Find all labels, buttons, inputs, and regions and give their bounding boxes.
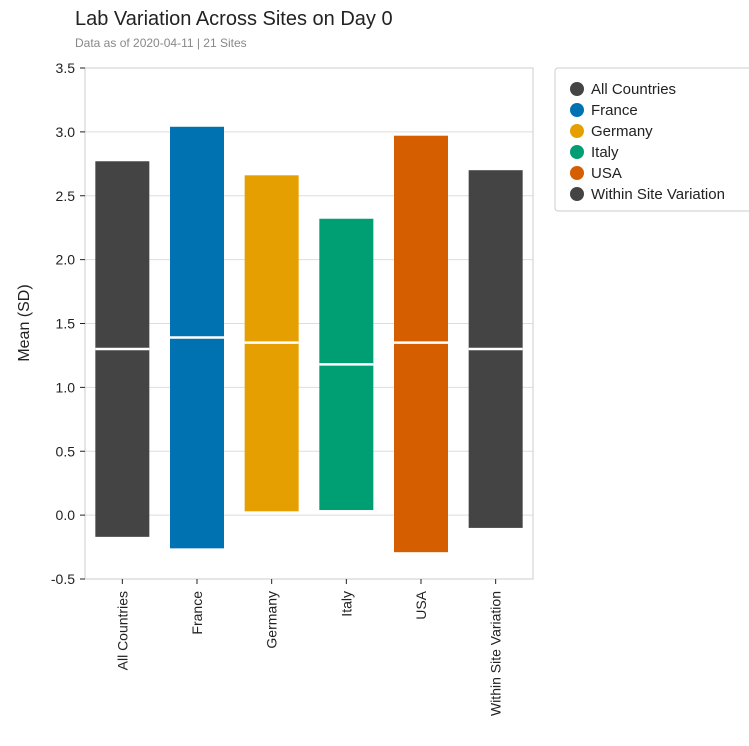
y-tick-label: 1.5 xyxy=(56,316,76,332)
legend-swatch xyxy=(570,187,584,201)
y-tick-label: 3.5 xyxy=(56,60,76,76)
grid-lines xyxy=(85,67,533,580)
legend-swatch xyxy=(570,124,584,138)
legend-label: Within Site Variation xyxy=(591,186,725,203)
y-tick-label: 1.0 xyxy=(56,379,76,395)
legend-swatch xyxy=(570,82,584,96)
y-tick-label: 0.5 xyxy=(56,443,76,459)
y-tick-label: 0.0 xyxy=(56,507,76,523)
legend-label: Germany xyxy=(591,123,653,140)
y-tick-label: 3.0 xyxy=(56,124,76,140)
x-tick-label: All Countries xyxy=(114,591,130,670)
x-tick-label: Italy xyxy=(338,591,354,617)
y-tick-label: 2.0 xyxy=(56,252,76,268)
x-tick-label: Within Site Variation xyxy=(488,591,504,716)
y-tick-label: 2.5 xyxy=(56,188,76,204)
x-axis-ticks: All Countries France Germany Italy USA Within… xyxy=(114,579,504,716)
legend-box xyxy=(554,67,749,212)
legend-label: All Countries xyxy=(591,81,676,98)
y-axis-ticks: -0.5 0.0 0.5 1.0 1.5 2.0 2.5 3.0 3.5 xyxy=(51,60,85,587)
bars xyxy=(95,126,523,553)
legend-swatch xyxy=(570,145,584,159)
y-axis-label: Mean (SD) xyxy=(16,284,33,361)
legend-label: USA xyxy=(591,165,622,182)
legend-swatch xyxy=(570,166,584,180)
legend-label: Italy xyxy=(591,144,619,161)
chart-title: Lab Variation Across Sites on Day 0 xyxy=(75,8,393,30)
y-tick-label: -0.5 xyxy=(51,571,75,587)
x-tick-label: Germany xyxy=(264,591,280,649)
bar xyxy=(394,135,448,553)
legend: All Countries France Germany Italy USA Within… xyxy=(554,67,749,212)
x-tick-label: USA xyxy=(413,590,429,619)
chart-subtitle: Data as of 2020-04-11 | 21 Sites xyxy=(75,36,247,50)
legend-swatch xyxy=(570,103,584,117)
x-tick-label: France xyxy=(189,591,205,635)
legend-label: France xyxy=(591,102,638,119)
